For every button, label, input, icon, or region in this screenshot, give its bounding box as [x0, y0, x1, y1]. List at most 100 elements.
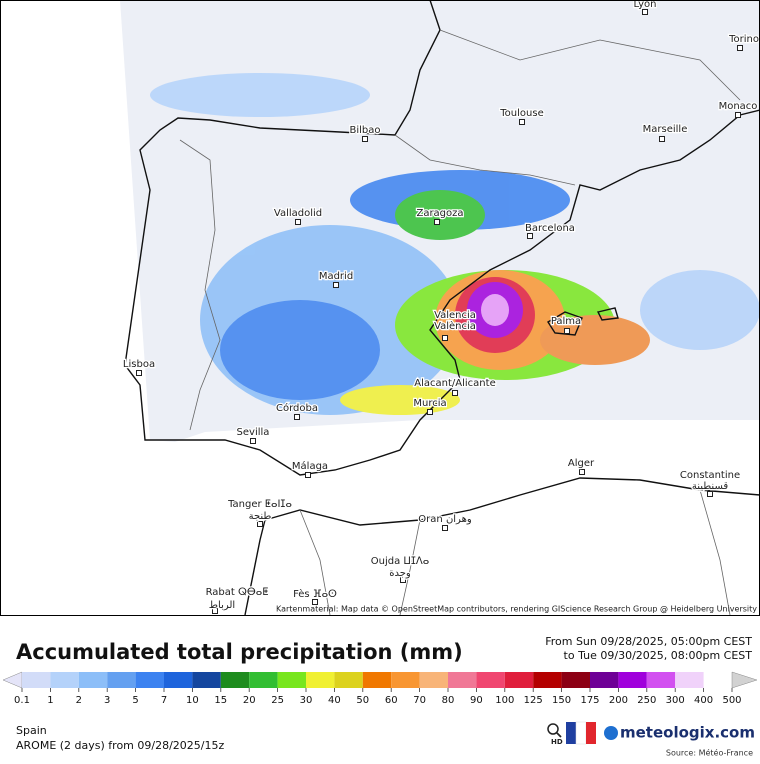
legend-swatch: [362, 672, 392, 688]
coastlines: [124, 0, 760, 616]
city-label: Oujda ⵡⵊⴷⴰ: [371, 556, 430, 567]
legend-label: 20: [243, 695, 256, 706]
coastline: [244, 477, 760, 616]
legend-label: 50: [356, 695, 369, 706]
island: [596, 307, 619, 321]
brand-name[interactable]: meteologix.com: [620, 724, 755, 742]
coastline: [124, 0, 760, 476]
city-label: Oran وهران: [418, 514, 472, 525]
legend-swatch: [533, 672, 562, 688]
legend-label: 3: [104, 695, 110, 706]
city-marker: [400, 577, 406, 583]
precip-area: [481, 294, 509, 326]
city-marker: [442, 335, 448, 341]
legend-swatch: [306, 672, 335, 688]
city-label: Sevilla: [237, 427, 270, 438]
model-run: AROME (2 days) from 09/28/2025/15z: [16, 739, 225, 752]
city-label: Bilbao: [349, 125, 380, 136]
city-label: Toulouse: [499, 108, 543, 119]
city-label: Valladolid: [274, 208, 322, 219]
city-label: وجدة: [389, 568, 411, 579]
city-label: Alacant/Alicante: [414, 378, 495, 389]
legend-arrow-high: [731, 671, 758, 689]
legend-label: 30: [300, 695, 313, 706]
city-marker: [564, 328, 570, 334]
precip-area: [395, 190, 485, 240]
city-label: Valencia: [434, 310, 476, 321]
city-label: Lyon: [633, 0, 656, 10]
city-marker: [212, 608, 218, 614]
map: Lyon Torino Monaco Toulouse Marseille Bilbao Z…: [0, 0, 760, 616]
legend-label: 300: [666, 695, 685, 706]
legend-label: 60: [385, 695, 398, 706]
legend-swatch: [164, 672, 193, 688]
legend-swatch: [220, 672, 250, 688]
city-label: Murcia: [413, 398, 446, 409]
city-label: Rabat ⵕⴱⴰⵟ: [206, 587, 269, 598]
legend-label: 400: [694, 695, 713, 706]
city-label: الرباط: [209, 600, 235, 611]
legend-label: 0.1: [14, 695, 30, 706]
city-marker: [136, 370, 142, 376]
city-marker: [707, 491, 713, 497]
city-label: Lisboa: [123, 359, 155, 370]
borders: [179, 29, 741, 616]
legend-swatch: [50, 672, 79, 688]
legend-swatch: [448, 672, 477, 688]
precip-area: [150, 73, 370, 117]
city-label: Zaragoza: [416, 208, 463, 219]
city-label: Madrid: [319, 271, 353, 282]
city-marker: [452, 390, 458, 396]
legend-swatch: [618, 672, 647, 688]
city-marker: [312, 599, 318, 605]
legend-swatch: [22, 672, 51, 688]
attribution: Kartenmaterial: Map data © OpenStreetMap…: [276, 605, 757, 614]
flag-stripe: [575, 721, 587, 745]
precip-area: [640, 270, 760, 350]
city-marker: [735, 112, 741, 118]
legend-label: 5: [132, 695, 138, 706]
legend-label: 10: [186, 695, 199, 706]
legend-label: 150: [552, 695, 571, 706]
legend-swatch: [590, 672, 619, 688]
city-label: Palma: [551, 316, 581, 327]
city-label: Málaga: [292, 460, 328, 472]
legend-swatch: [391, 672, 420, 688]
precip-area: [540, 315, 650, 365]
legend-label: 2: [76, 695, 82, 706]
city-label: Barcelona: [525, 223, 575, 234]
legend-label: 250: [637, 695, 656, 706]
border: [299, 509, 331, 616]
city-label: Córdoba: [276, 402, 318, 414]
city-marker: [659, 136, 665, 142]
legend-swatch: [192, 672, 221, 688]
city-marker: [257, 521, 263, 527]
city-label: Alger: [568, 458, 595, 469]
flag-stripe: [566, 722, 576, 744]
legend-label: 100: [495, 695, 514, 706]
city-marker: [250, 438, 256, 444]
precipitation: [150, 73, 760, 415]
city-label: Tanger ⵟⴰⵏⵊⴰ: [227, 499, 292, 510]
city-marker: [527, 233, 533, 239]
city-label: Torino: [728, 34, 759, 45]
legend-label: 125: [524, 695, 543, 706]
border: [699, 489, 731, 616]
period-from: From Sun 09/28/2025, 05:00pm CEST: [545, 635, 752, 648]
magnifier-handle: [556, 732, 562, 738]
city-marker: [333, 282, 339, 288]
legend-label: 80: [442, 695, 455, 706]
legend-swatch: [561, 672, 590, 688]
city-marker: [295, 219, 301, 225]
city-label: Fès ⴼⴰⵙ: [293, 588, 337, 600]
city-marker: [737, 45, 743, 51]
hd-zoom-button[interactable]: HD: [547, 723, 563, 746]
legend-swatch: [277, 672, 306, 688]
city-label: Constantine: [680, 470, 740, 481]
island: [547, 311, 583, 336]
country-flag: [566, 721, 596, 745]
legend-arrow-low: [2, 671, 23, 689]
city-marker: [362, 136, 368, 142]
legend-label: 200: [609, 695, 628, 706]
